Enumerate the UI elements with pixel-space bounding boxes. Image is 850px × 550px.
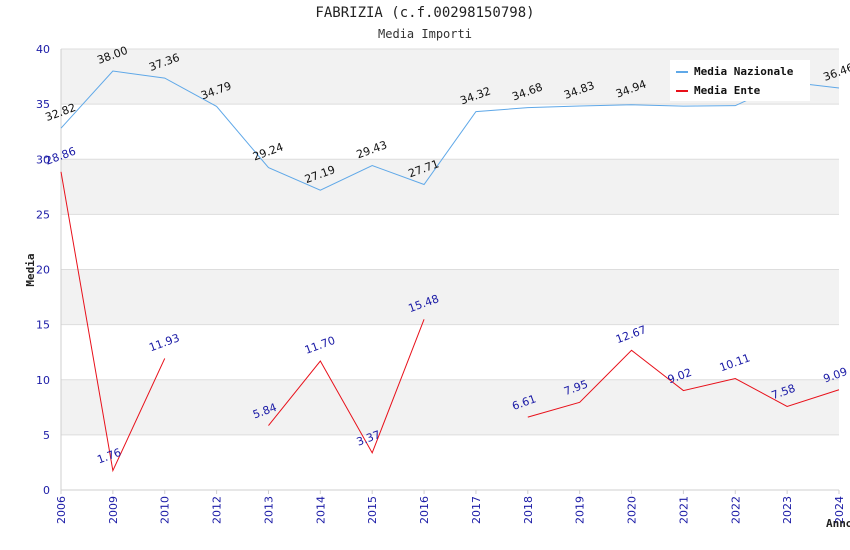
x-tick-label: 2018	[522, 496, 535, 524]
y-tick-label: 15	[36, 319, 50, 332]
chart-subtitle: Media Importi	[378, 27, 472, 41]
x-tick-label: 2021	[677, 496, 690, 524]
data-label-ente: 11.93	[147, 331, 181, 354]
chart-title: FABRIZIA (c.f.00298150798)	[315, 5, 535, 21]
x-tick-label: 2022	[729, 496, 742, 524]
y-tick-label: 40	[36, 43, 50, 56]
data-label-ente: 10.11	[718, 351, 752, 374]
series-line-ente	[268, 319, 425, 455]
data-label-ente: 1.76	[95, 446, 122, 467]
legend: Media Nazionale Media Ente	[670, 60, 810, 101]
x-tick-label: 2012	[211, 496, 224, 524]
y-tick-label: 30	[36, 153, 50, 166]
data-label-nazionale: 29.43	[355, 138, 389, 161]
y-tick-label: 25	[36, 208, 50, 221]
x-axis-label: Anno	[826, 517, 850, 530]
x-tick-label: 2024	[833, 496, 846, 524]
x-tick-label: 2013	[262, 496, 275, 524]
series-line-ente	[60, 171, 166, 473]
x-tick-label: 2009	[107, 496, 120, 524]
x-tick-label: 2019	[574, 496, 587, 524]
x-tick-label: 2017	[470, 496, 483, 524]
y-tick-label: 35	[36, 98, 50, 111]
data-label-ente: 11.70	[303, 334, 337, 357]
x-tick-label: 2006	[55, 496, 68, 524]
y-tick-label: 0	[43, 484, 50, 497]
legend-label-nazionale: Media Nazionale	[694, 65, 794, 78]
series-line-nazionale	[60, 70, 840, 191]
grid-band	[61, 379, 839, 435]
grid-band	[61, 269, 839, 325]
legend-box	[670, 60, 810, 101]
x-tick-label: 2014	[314, 496, 327, 524]
data-label-ente: 12.67	[614, 323, 648, 346]
y-tick-label: 5	[43, 429, 50, 442]
x-tick-label: 2023	[781, 496, 794, 524]
x-tick-label: 2016	[418, 496, 431, 524]
series-line-ente	[527, 349, 840, 418]
legend-label-ente: Media Ente	[694, 84, 761, 97]
y-axis-label: Media	[24, 253, 37, 286]
y-tick-label: 20	[36, 264, 50, 277]
x-tick-label: 2015	[366, 496, 379, 524]
y-tick-label: 10	[36, 374, 50, 387]
x-tick-label: 2010	[159, 496, 172, 524]
x-tick-label: 2020	[626, 496, 639, 524]
grid-band	[61, 159, 839, 215]
